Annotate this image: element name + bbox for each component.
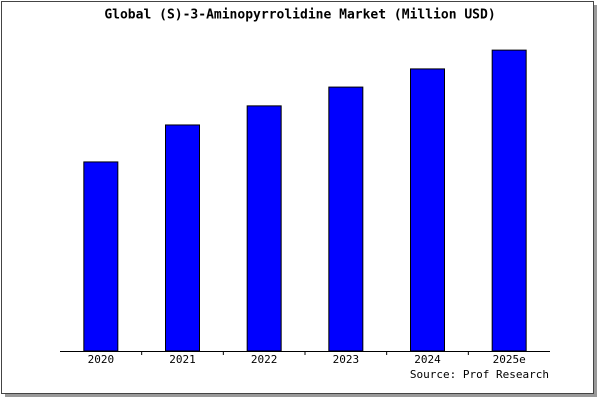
x-tick-label: 2024 [414, 353, 441, 366]
x-tick-label: 2025e [493, 353, 526, 366]
bar [410, 68, 445, 352]
bar [328, 86, 364, 352]
x-tick-label: 2023 [333, 353, 360, 366]
x-tick-label: 2020 [88, 353, 115, 366]
bar [246, 105, 282, 352]
x-tick-label: 2022 [251, 353, 278, 366]
source-note: Source: Prof Research [410, 368, 549, 381]
x-tick-label: 2021 [169, 353, 196, 366]
bar [491, 49, 527, 352]
plot-area [60, 48, 550, 351]
chart-title: Global (S)-3-Aminopyrrolidine Market (Mi… [104, 8, 495, 23]
bar [165, 124, 200, 352]
bar [83, 161, 119, 352]
